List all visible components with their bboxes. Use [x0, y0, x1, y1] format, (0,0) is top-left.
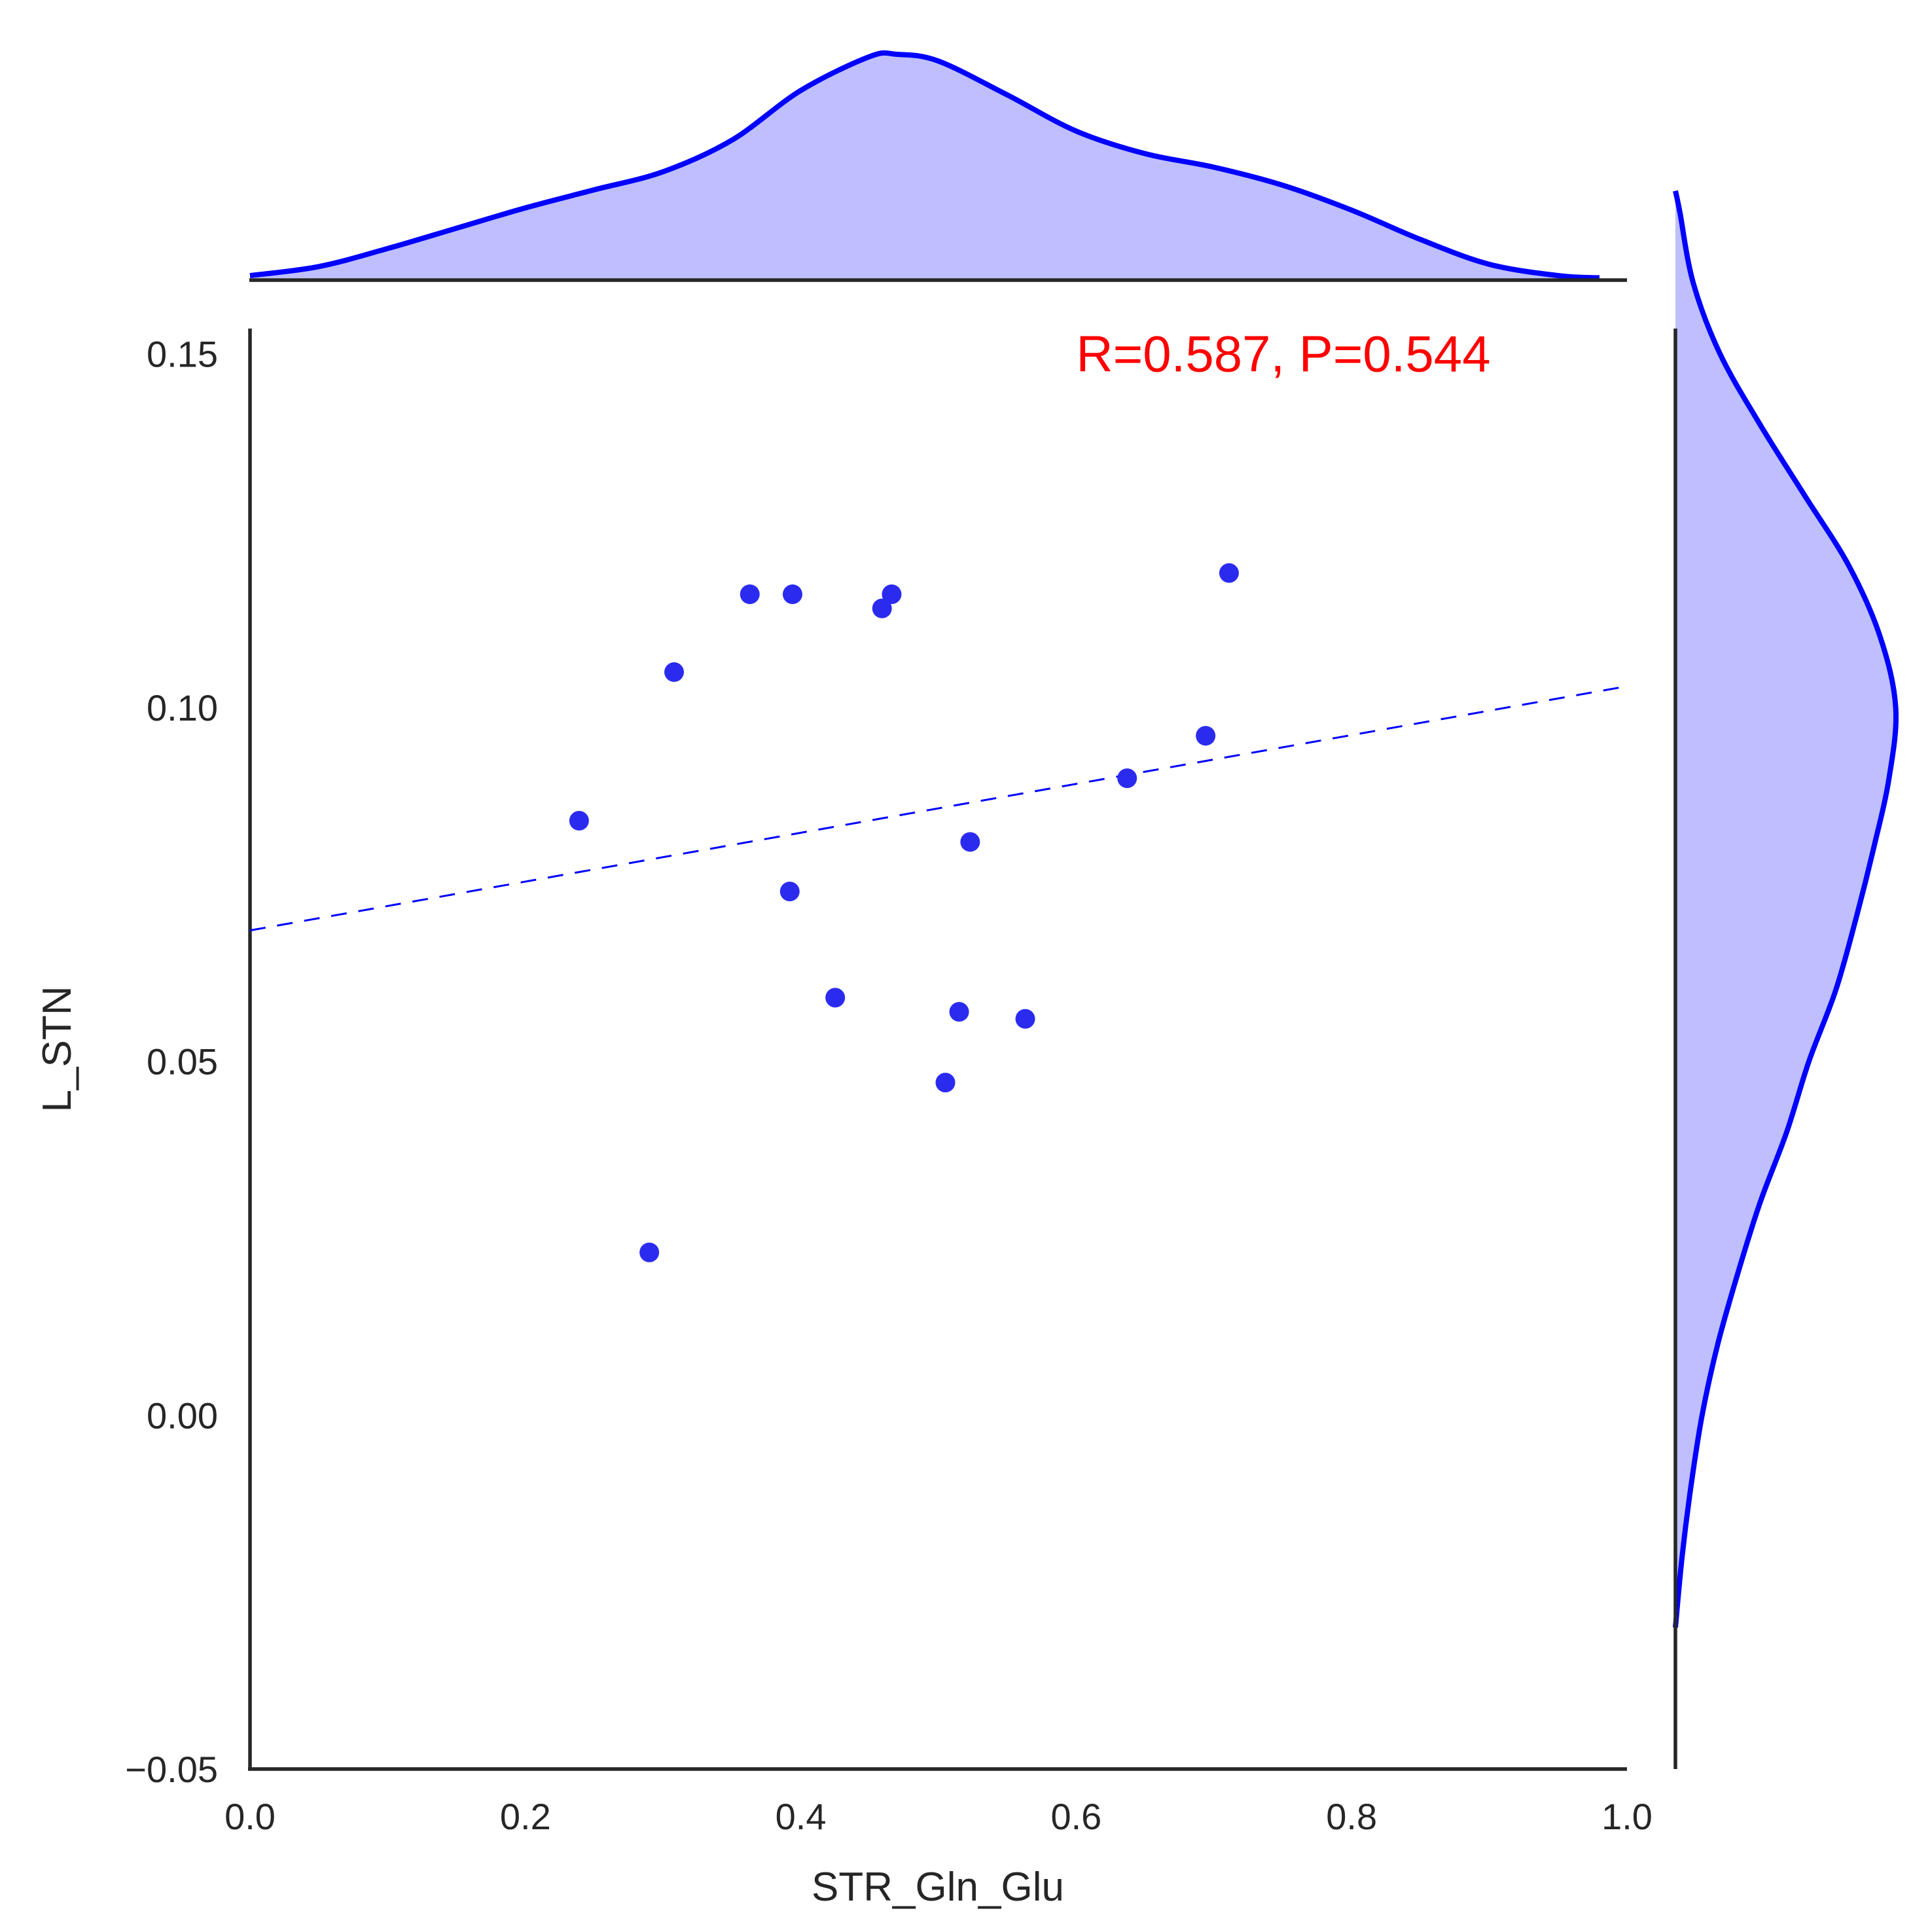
scatter-point	[872, 598, 892, 618]
marginal-y-fill	[1675, 190, 1897, 1628]
scatter-point	[664, 662, 685, 682]
x-tick-label: 0.2	[500, 1796, 551, 1837]
x-tick-label: 0.4	[776, 1796, 827, 1837]
scatter-point	[1196, 726, 1216, 746]
marginal-y-curve	[1673, 190, 1899, 1628]
scatter-point	[740, 584, 760, 604]
scatter-point	[1219, 563, 1239, 583]
x-tick-label: 0.0	[224, 1796, 276, 1837]
x-tick-label: 1.0	[1601, 1796, 1653, 1837]
y-tick-labels: −0.05 0.00 0.05 0.10 0.15	[125, 333, 218, 1790]
regression-line	[249, 685, 1628, 932]
marginal-y-kde	[1673, 190, 1899, 1769]
scatter-point	[960, 832, 980, 852]
y-tick-label: 0.05	[147, 1041, 218, 1082]
correlation-annotation: R=0.587, P=0.544	[1076, 325, 1490, 382]
y-axis-label: L_STN	[35, 986, 80, 1113]
scatter-point	[1117, 768, 1137, 789]
scatter-point	[639, 1242, 660, 1262]
x-tick-labels: 0.0 0.2 0.4 0.6 0.8 1.0	[224, 1796, 1653, 1837]
y-tick-label: 0.10	[147, 687, 218, 728]
x-axis-label: STR_Gln_Glu	[812, 1865, 1064, 1910]
x-tick-label: 0.6	[1050, 1796, 1101, 1837]
scatter-point	[882, 584, 902, 604]
marginal-x-kde	[249, 50, 1627, 282]
marginal-x-curve	[249, 50, 1600, 281]
scatter-point	[1015, 1009, 1035, 1029]
marginal-x-fill	[250, 52, 1599, 280]
x-tick-label: 0.8	[1326, 1796, 1377, 1837]
y-tick-label: 0.00	[147, 1395, 218, 1436]
main-axes: 0.0 0.2 0.4 0.6 0.8 1.0 −0.05 0.00 0.05 0.10 0.15…	[35, 325, 1653, 1910]
scatter-point	[779, 882, 800, 902]
scatter-point	[949, 1001, 969, 1022]
scatter-point	[782, 584, 802, 604]
scatter-point	[935, 1073, 956, 1093]
scatter-points	[569, 563, 1239, 1262]
scatter-point	[825, 988, 846, 1008]
y-tick-label: −0.05	[125, 1749, 218, 1790]
y-tick-label: 0.15	[147, 333, 218, 374]
scatter-point	[569, 811, 589, 831]
